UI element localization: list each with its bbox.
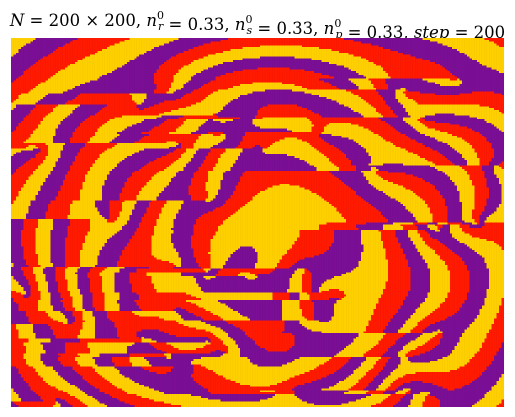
- plot-area: [10, 38, 505, 407]
- title-part: = 200: [449, 23, 505, 42]
- lattice-gridlines: [10, 38, 505, 407]
- title-part: = 0.33,: [342, 23, 414, 42]
- lattice-raster: [11, 38, 504, 407]
- title-part: n: [235, 15, 246, 34]
- title-part: p: [335, 28, 342, 41]
- title-part: = 0.33,: [252, 19, 324, 38]
- title-part: s: [246, 24, 252, 37]
- title-superscript: 0: [157, 9, 164, 22]
- title-part: n: [324, 19, 335, 38]
- title-part: = 200 × 200,: [24, 11, 146, 30]
- title-part: r: [158, 20, 164, 33]
- title-superscript: 0: [334, 17, 341, 30]
- title-part: N: [9, 11, 25, 30]
- title-part: n: [146, 11, 157, 30]
- title-superscript: 0: [245, 13, 252, 26]
- title-part: = 0.33,: [163, 15, 235, 34]
- chart-title: N = 200 × 200, n0 r = 0.33, n0 s = 0.33, n…: [9, 9, 505, 42]
- title-part: step: [414, 23, 450, 42]
